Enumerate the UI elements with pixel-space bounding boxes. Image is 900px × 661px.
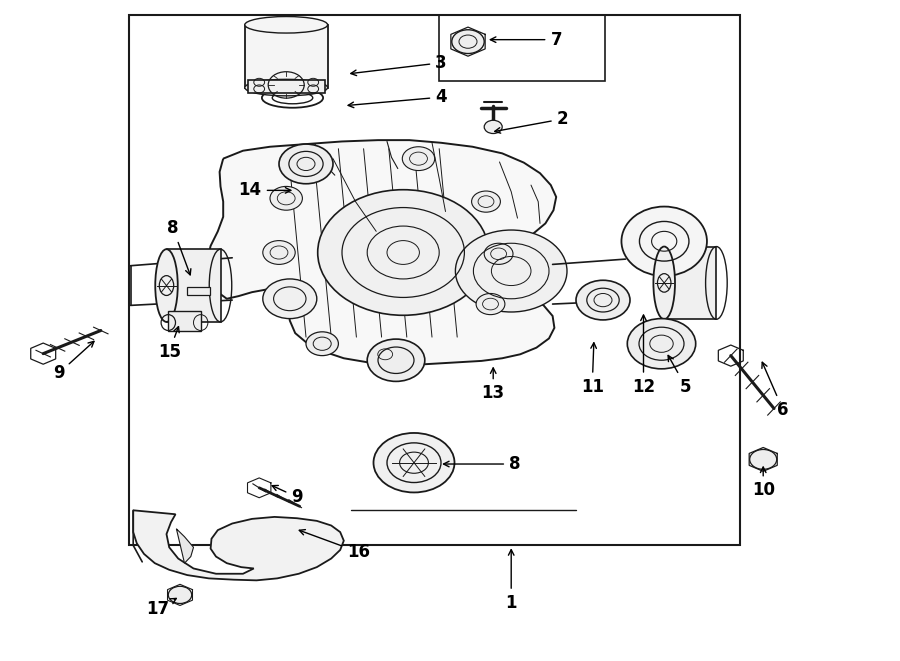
Circle shape (279, 144, 333, 184)
Text: 8: 8 (167, 219, 191, 275)
Circle shape (484, 120, 502, 134)
Ellipse shape (621, 206, 707, 276)
Text: 9: 9 (272, 485, 302, 506)
Text: 17: 17 (146, 598, 176, 619)
Circle shape (455, 230, 567, 312)
Text: 6: 6 (762, 362, 788, 419)
Ellipse shape (653, 247, 675, 319)
Ellipse shape (155, 249, 178, 322)
Bar (129, 15, 740, 545)
Ellipse shape (245, 79, 328, 96)
Circle shape (750, 449, 777, 469)
Ellipse shape (245, 17, 328, 33)
Circle shape (372, 344, 399, 364)
Bar (664, 247, 716, 319)
Text: 11: 11 (580, 343, 604, 396)
Circle shape (402, 147, 435, 171)
Bar (166, 249, 220, 322)
Circle shape (484, 243, 513, 264)
Text: 9: 9 (53, 341, 94, 383)
Circle shape (263, 279, 317, 319)
Circle shape (472, 191, 500, 212)
Text: 12: 12 (632, 315, 655, 396)
Circle shape (452, 30, 484, 54)
Circle shape (263, 241, 295, 264)
Text: 4: 4 (348, 88, 446, 108)
Circle shape (367, 339, 425, 381)
Text: 13: 13 (482, 368, 505, 403)
Text: 5: 5 (668, 356, 691, 396)
Circle shape (576, 280, 630, 320)
Bar (248, 79, 325, 93)
Circle shape (306, 332, 338, 356)
Bar (245, 24, 328, 87)
Bar (187, 287, 210, 295)
PathPatch shape (207, 140, 556, 365)
Text: 7: 7 (491, 30, 562, 49)
Circle shape (374, 433, 454, 492)
Text: 14: 14 (238, 181, 291, 200)
Bar (168, 311, 201, 330)
Bar (439, 15, 605, 81)
Circle shape (627, 319, 696, 369)
Text: 2: 2 (495, 110, 568, 133)
Text: 8: 8 (444, 455, 520, 473)
PathPatch shape (133, 510, 344, 580)
Text: 3: 3 (351, 54, 446, 75)
Text: 1: 1 (506, 550, 517, 612)
Text: 10: 10 (752, 467, 775, 500)
Circle shape (168, 586, 192, 603)
Circle shape (270, 186, 302, 210)
Text: 15: 15 (158, 327, 181, 361)
Circle shape (318, 190, 489, 315)
PathPatch shape (176, 529, 194, 563)
Text: 16: 16 (300, 529, 370, 561)
Circle shape (476, 293, 505, 315)
